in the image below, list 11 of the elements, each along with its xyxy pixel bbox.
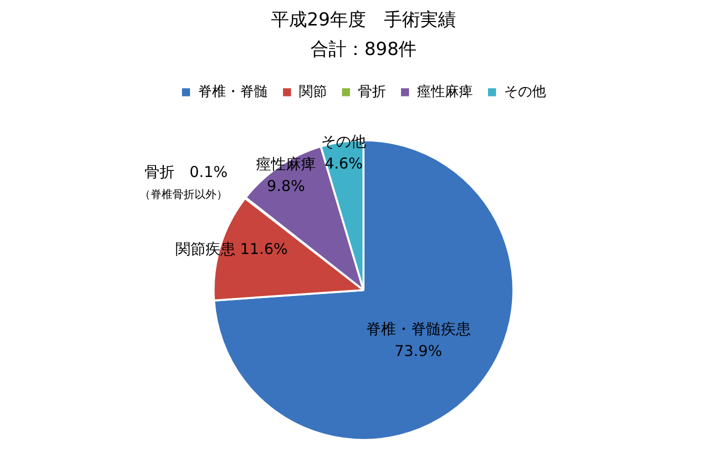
data-label: 骨折 0.1% （脊椎骨折以外） — [140, 162, 228, 201]
data-label: 痙性麻痺 9.8% — [256, 154, 316, 195]
chart-subtitle: 合計：898件 — [310, 39, 417, 60]
legend-label: 脊椎・脊髄 — [198, 84, 268, 100]
legend-label: 骨折 — [358, 84, 386, 100]
data-label: 脊椎・脊髄疾患 73.9% — [366, 320, 471, 360]
legend-label: 関節 — [299, 84, 327, 100]
legend-label: その他 — [504, 84, 546, 100]
chart-title: 平成29年度 手術実績 — [271, 9, 456, 30]
data-label: 関節疾患 11.6% — [175, 240, 288, 258]
legend-label: 痙性麻痺 — [417, 84, 473, 100]
